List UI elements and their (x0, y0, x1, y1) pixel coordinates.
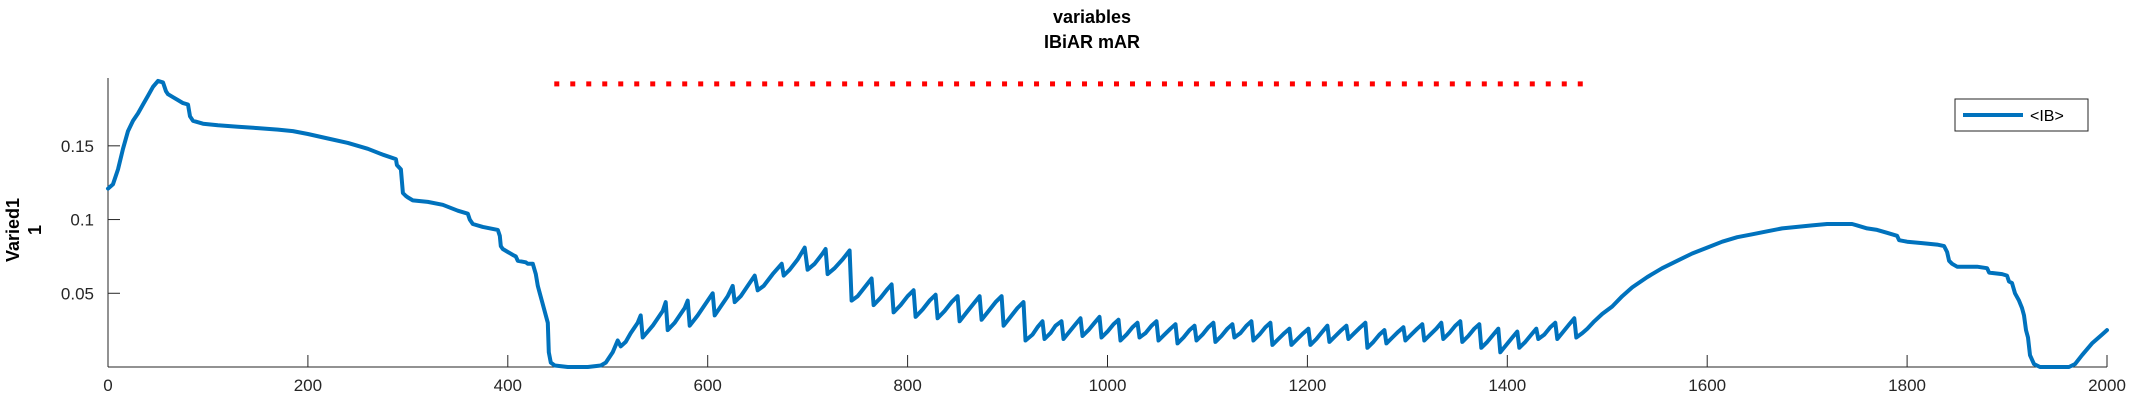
chart-title-line-1: variables (1053, 7, 1131, 27)
x-axis-ticks: 0 200 400 600 800 1000 1200 1400 1600 1800 2000 (103, 355, 2126, 395)
red-marker-point (874, 81, 880, 87)
red-marker-point (890, 81, 896, 87)
red-marker-point (650, 81, 656, 87)
red-marker-point (1209, 81, 1215, 87)
red-marker-point (634, 81, 640, 87)
red-marker-point (1497, 81, 1503, 87)
red-marker-point (1113, 81, 1119, 87)
red-marker-point (906, 81, 912, 87)
red-marker-point (970, 81, 976, 87)
red-marker-point (1289, 81, 1295, 87)
x-tick-label: 1600 (1688, 376, 1726, 395)
red-marker-point (1369, 81, 1375, 87)
red-marker-point (762, 81, 768, 87)
x-tick-label: 1000 (1089, 376, 1127, 395)
red-marker-point (1050, 81, 1056, 87)
red-marker-point (554, 81, 560, 87)
red-marker-point (1385, 81, 1391, 87)
plot-area: 0 200 400 600 800 1000 1200 1400 1600 1800 2000 0.… (61, 78, 2126, 395)
red-marker-point (1401, 81, 1407, 87)
red-marker-point (1145, 81, 1151, 87)
red-marker-point (1129, 81, 1135, 87)
x-tick-label: 1800 (1888, 376, 1926, 395)
legend: <IB> (1954, 98, 2089, 132)
red-marker-point (1305, 81, 1311, 87)
red-marker-point (986, 81, 992, 87)
red-marker-point (826, 81, 832, 87)
red-marker-point (1513, 81, 1519, 87)
red-marker-point (1545, 81, 1551, 87)
red-marker-point (1353, 81, 1359, 87)
red-marker-series (554, 81, 1583, 87)
red-marker-point (1193, 81, 1199, 87)
red-marker-point (1433, 81, 1439, 87)
x-tick-label: 600 (694, 376, 722, 395)
red-marker-point (698, 81, 704, 87)
red-marker-point (1417, 81, 1423, 87)
red-marker-point (1018, 81, 1024, 87)
x-tick-label: 1200 (1288, 376, 1326, 395)
red-marker-point (1273, 81, 1279, 87)
red-marker-point (778, 81, 784, 87)
red-marker-point (682, 81, 688, 87)
red-marker-point (602, 81, 608, 87)
x-tick-label: 800 (893, 376, 921, 395)
red-marker-point (794, 81, 800, 87)
red-marker-point (922, 81, 928, 87)
series-line-ib (106, 78, 2109, 369)
red-marker-point (1002, 81, 1008, 87)
y-tick-label: 0.05 (61, 284, 94, 303)
red-marker-point (954, 81, 960, 87)
red-marker-point (842, 81, 848, 87)
red-marker-point (1257, 81, 1263, 87)
x-tick-label: 1400 (1488, 376, 1526, 395)
red-marker-point (666, 81, 672, 87)
red-marker-point (730, 81, 736, 87)
red-marker-point (1034, 81, 1040, 87)
y-tick-label: 0.15 (61, 137, 94, 156)
y-axis-label-line-1: Varied1 (3, 198, 23, 262)
x-tick-label: 400 (494, 376, 522, 395)
red-marker-point (714, 81, 720, 87)
x-tick-label: 0 (103, 376, 112, 395)
red-marker-point (586, 81, 592, 87)
red-marker-point (1577, 81, 1583, 87)
red-marker-point (746, 81, 752, 87)
red-marker-point (810, 81, 816, 87)
red-marker-point (1177, 81, 1183, 87)
y-axis-label-line-2: 1 (25, 225, 45, 235)
red-marker-point (858, 81, 864, 87)
y-axis-ticks: 0.05 0.1 0.15 (61, 137, 120, 303)
red-marker-point (1066, 81, 1072, 87)
chart-title-line-2: IBiAR mAR (1044, 32, 1140, 52)
red-marker-point (938, 81, 944, 87)
red-marker-point (1241, 81, 1247, 87)
red-marker-point (1225, 81, 1231, 87)
red-marker-point (1082, 81, 1088, 87)
red-marker-point (618, 81, 624, 87)
x-tick-label: 2000 (2088, 376, 2126, 395)
red-marker-point (570, 81, 576, 87)
x-tick-label: 200 (294, 376, 322, 395)
red-marker-point (1337, 81, 1343, 87)
y-tick-label: 0.1 (70, 211, 94, 230)
red-marker-point (1561, 81, 1567, 87)
red-marker-point (1098, 81, 1104, 87)
red-marker-point (1529, 81, 1535, 87)
legend-entry-ib: <IB> (2030, 108, 2064, 125)
red-marker-point (1481, 81, 1487, 87)
red-marker-point (1161, 81, 1167, 87)
red-marker-point (1465, 81, 1471, 87)
red-marker-point (1449, 81, 1455, 87)
red-marker-point (1321, 81, 1327, 87)
